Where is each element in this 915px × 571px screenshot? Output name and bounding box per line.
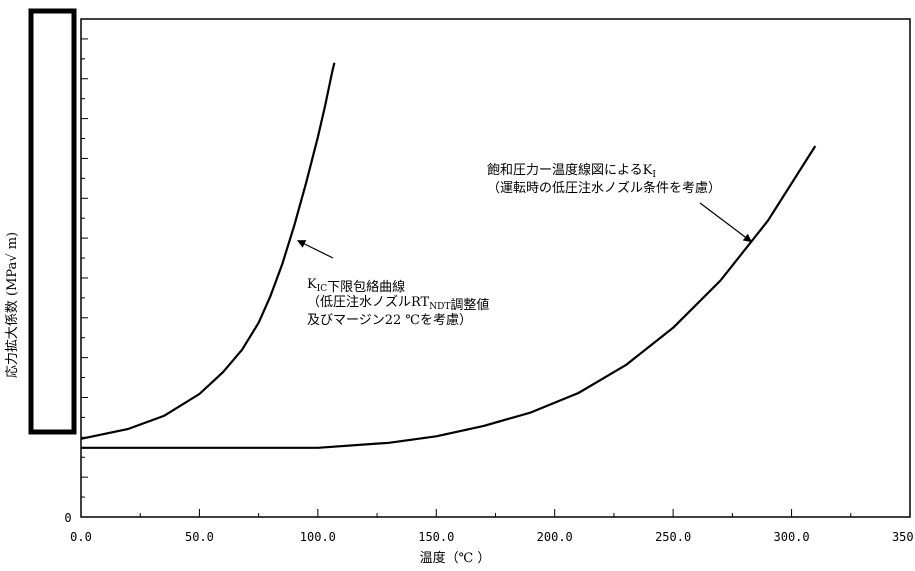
annotation-text: 下限包絡曲線 — [327, 279, 405, 295]
series-group — [80, 62, 817, 449]
x-tick-label: 250.0 — [655, 530, 691, 544]
annotation-text: （低圧注水ノズルRT — [307, 294, 430, 310]
annotation-text: 飽和圧力ー温度線図によるK — [487, 162, 653, 178]
annotation-arrow — [296, 240, 334, 259]
plot-frame — [80, 18, 911, 518]
annotation-subscript: I — [652, 170, 656, 180]
annotation-kic_label: KIC下限包絡曲線（低圧注水ノズルRTNDT調整値 及びマージン22 ℃を考慮） — [296, 240, 489, 328]
x-tick-label: 200.0 — [537, 530, 573, 544]
annotation-line: 飽和圧力ー温度線図によるKI — [487, 162, 656, 180]
annotation-text: 調整値 — [450, 297, 489, 313]
series-line-ki_pt_diagram — [81, 145, 817, 449]
annotation-ki_label: 飽和圧力ー温度線図によるKI（運転時の低圧注水ノズル条件を考慮） — [487, 162, 752, 243]
redaction-box — [28, 8, 77, 435]
annotation-text: K — [307, 277, 317, 292]
x-tick-label: 300.0 — [774, 530, 810, 544]
annotation-line: KIC下限包絡曲線 — [307, 277, 405, 295]
x-ticks — [80, 509, 911, 517]
series-line-kic_envelope — [80, 62, 336, 440]
x-tick-label: 50.0 — [185, 530, 214, 544]
y-ticks — [81, 18, 88, 518]
annotation-line: （運転時の低圧注水ノズル条件を考慮） — [487, 180, 721, 196]
annotation-subscript: NDT — [429, 302, 450, 312]
annotation-line: （低圧注水ノズルRTNDT調整値 — [307, 294, 489, 313]
x-tick-labels: 0.0 50.0 100.0 150.0 200.0 250.0 300.0 350.0 — [70, 530, 915, 544]
annotation-group: KIC下限包絡曲線（低圧注水ノズルRTNDT調整値 及びマージン22 ℃を考慮）… — [296, 162, 752, 328]
annotation-arrow — [699, 202, 752, 243]
annotation-text: 及びマージン22 ℃を考慮） — [307, 313, 472, 328]
annotation-text: （運転時の低圧注水ノズル条件を考慮） — [487, 180, 721, 196]
annotation-subscript: IC — [317, 284, 328, 294]
x-tick-label: 150.0 — [418, 530, 454, 544]
x-axis-title: 温度（℃ ） — [420, 550, 491, 566]
x-tick-label: 0.0 — [70, 530, 92, 544]
y-zero-label: 0 — [64, 511, 71, 525]
x-tick-label: 350.0 — [892, 530, 915, 544]
y-axis-title: 応力拡大係数 (MPa√ m) — [5, 232, 20, 378]
annotation-line: 及びマージン22 ℃を考慮） — [307, 313, 472, 328]
x-tick-label: 100.0 — [300, 530, 336, 544]
